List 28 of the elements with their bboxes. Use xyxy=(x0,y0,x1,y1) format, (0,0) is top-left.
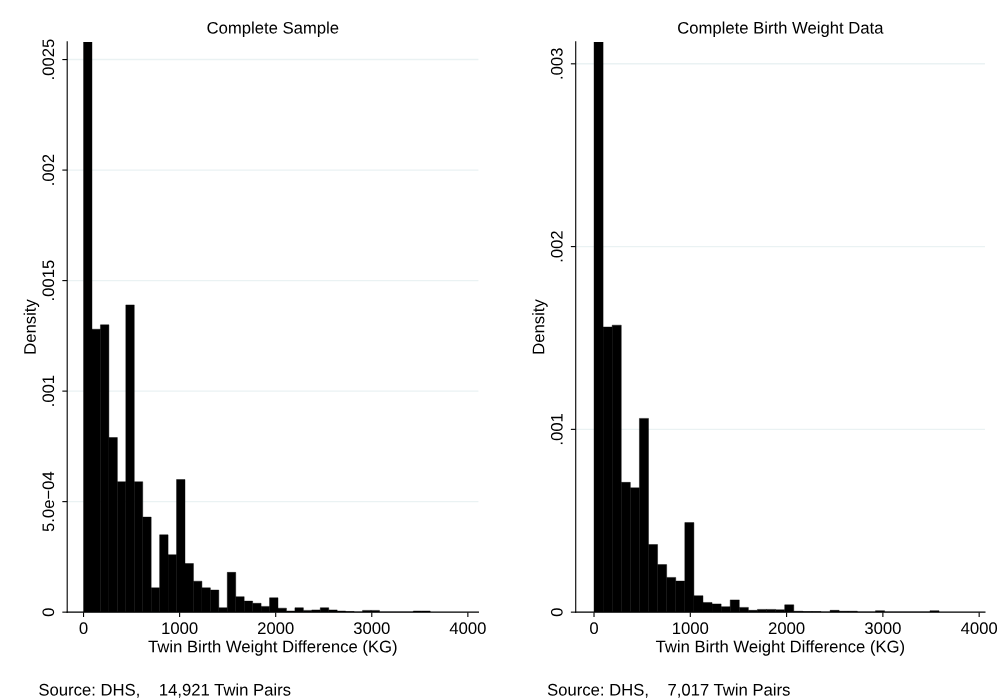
y-tick-label: 0 xyxy=(550,608,563,617)
x-tick-label: 1000 xyxy=(162,622,198,635)
x-tick-label: 1000 xyxy=(673,622,709,635)
x-tick-label: 3000 xyxy=(864,622,901,635)
chart-title: Complete Sample xyxy=(207,21,339,38)
y-tick-label: .002 xyxy=(42,154,55,185)
source-note: Source: DHS, 7,017 Twin Pairs xyxy=(547,683,790,698)
y-tick-label: .0025 xyxy=(42,39,55,79)
x-tick-label: 0 xyxy=(590,622,598,635)
y-tick-label: .003 xyxy=(550,48,563,79)
y-tick-label: .001 xyxy=(42,375,55,406)
source-note: Source: DHS, 14,921 Twin Pairs xyxy=(39,683,291,698)
x-axis-title: Twin Birth Weight Difference (KG) xyxy=(655,640,905,656)
x-tick-label: 4000 xyxy=(961,622,998,635)
y-axis-title: Density xyxy=(532,299,548,354)
y-tick-label: 0 xyxy=(42,608,55,617)
y-tick-label: .001 xyxy=(550,413,563,445)
x-tick-label: 2000 xyxy=(768,622,805,635)
x-tick-label: 4000 xyxy=(449,622,486,635)
x-tick-label: 3000 xyxy=(353,622,390,635)
y-axis-title: Density xyxy=(23,299,40,354)
x-tick-label: 2000 xyxy=(258,622,294,635)
x-axis-title: Twin Birth Weight Difference (KG) xyxy=(148,640,397,656)
y-tick-label: .002 xyxy=(550,231,563,262)
y-tick-label: .0015 xyxy=(42,260,55,300)
x-tick-label: 0 xyxy=(79,622,88,635)
chart-title: Complete Birth Weight Data xyxy=(678,21,884,38)
y-tick-label: 5.0e−04 xyxy=(42,471,55,532)
